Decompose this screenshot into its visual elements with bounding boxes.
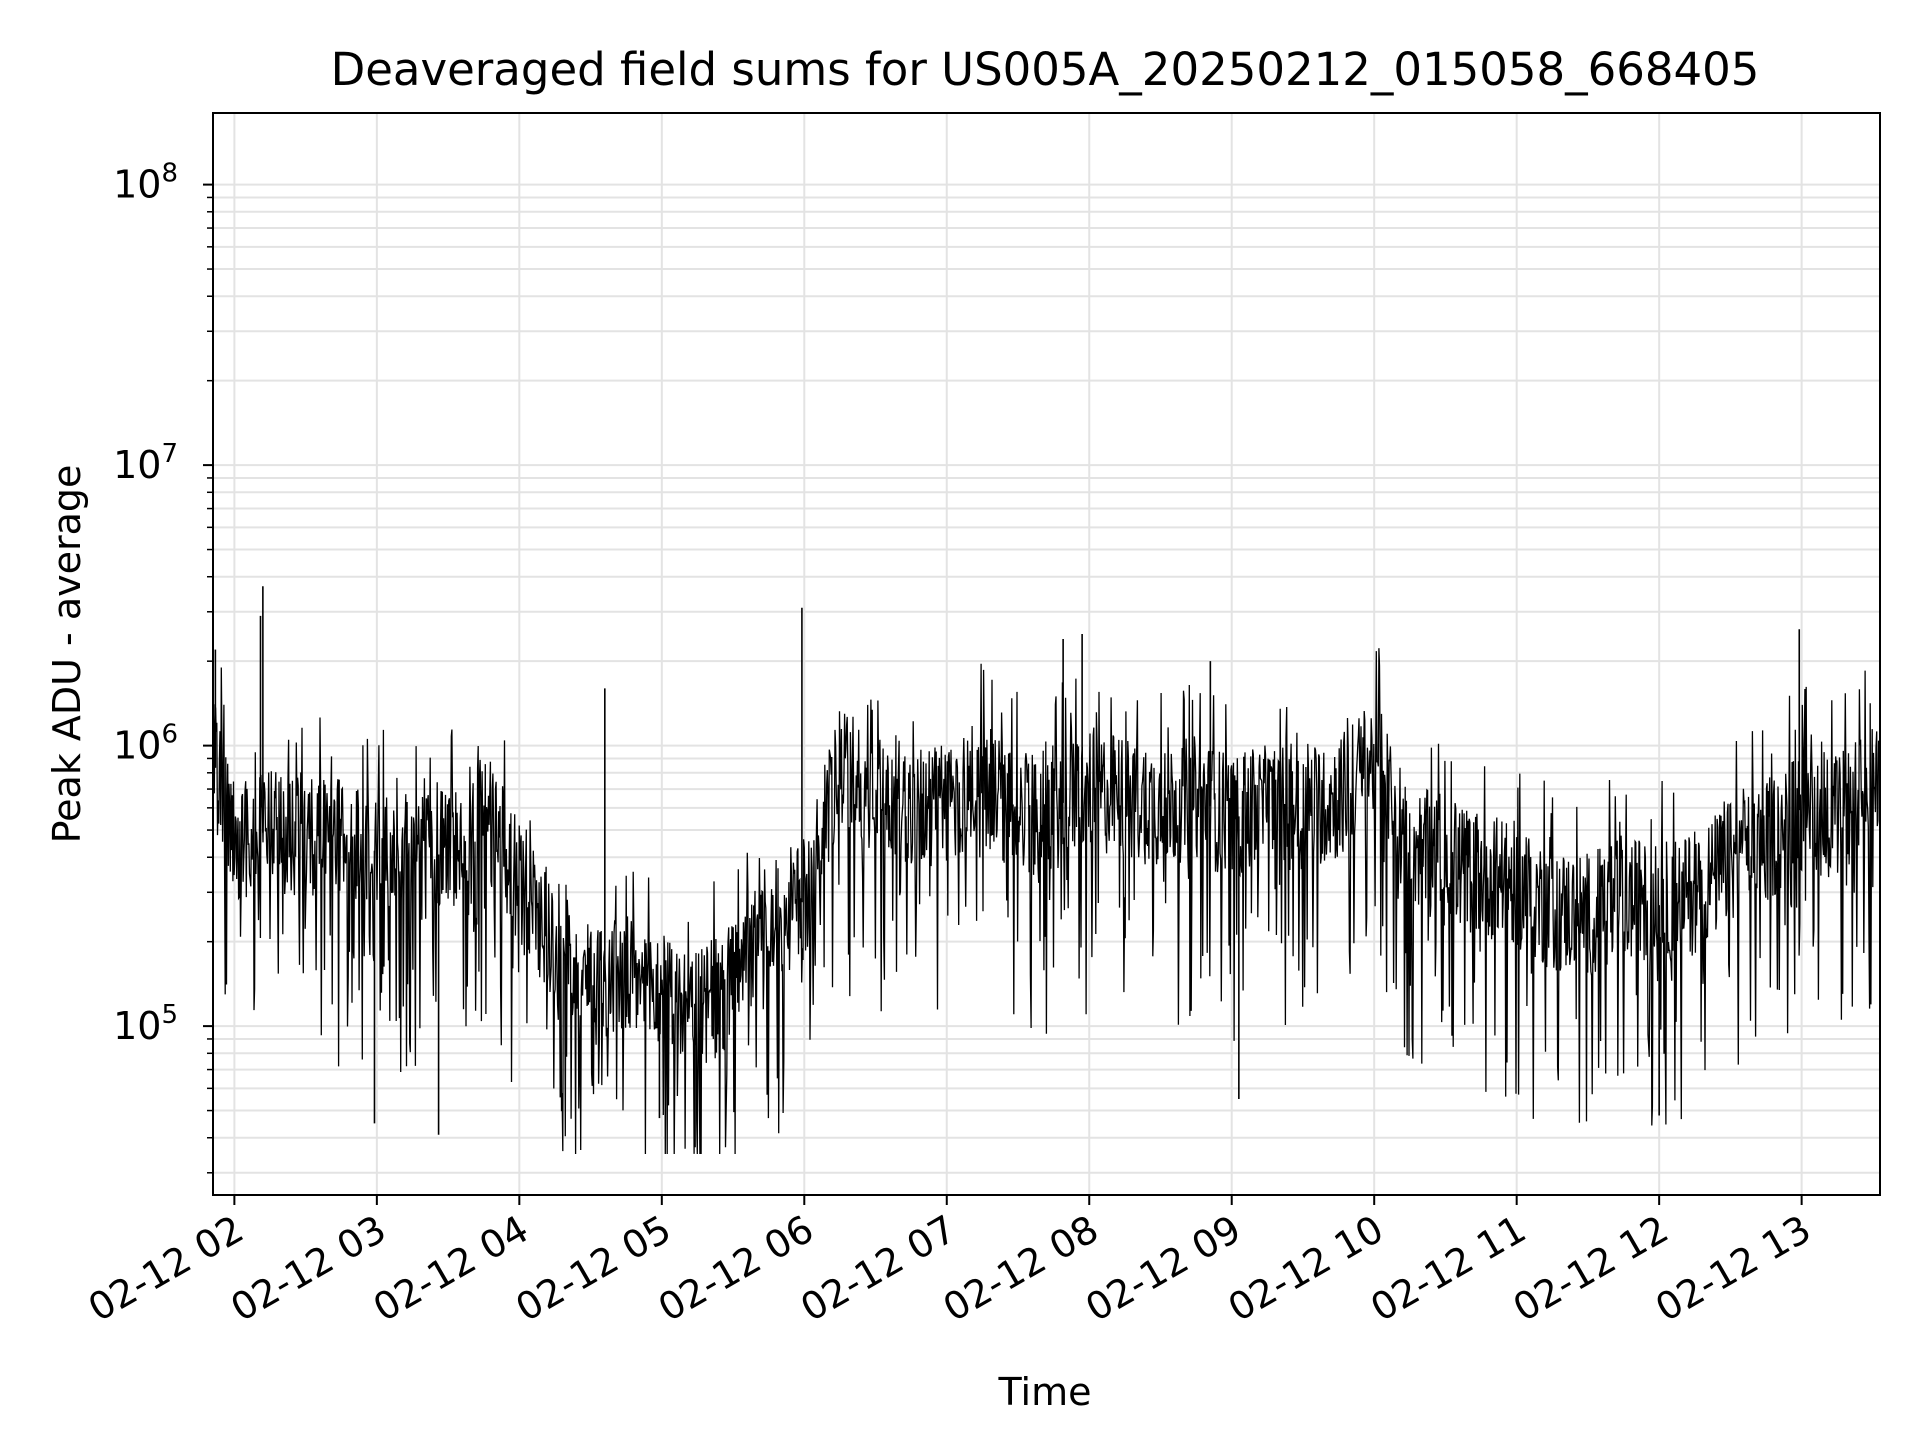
data-series <box>212 586 1880 1155</box>
y-tick-label: 107 <box>113 439 178 487</box>
chart-title: Deaveraged field sums for US005A_2025021… <box>331 43 1760 96</box>
y-axis: 105 106 107 108 <box>113 159 213 1174</box>
x-axis-label: Time <box>998 1370 1092 1414</box>
y-tick-label: 108 <box>113 159 178 207</box>
y-tick-label: 105 <box>113 1000 178 1048</box>
y-tick-label: 106 <box>113 720 178 768</box>
y-axis-label: Peak ADU - average <box>45 465 89 844</box>
plot-area-frame <box>212 112 1881 1196</box>
series-line <box>212 648 1880 1155</box>
